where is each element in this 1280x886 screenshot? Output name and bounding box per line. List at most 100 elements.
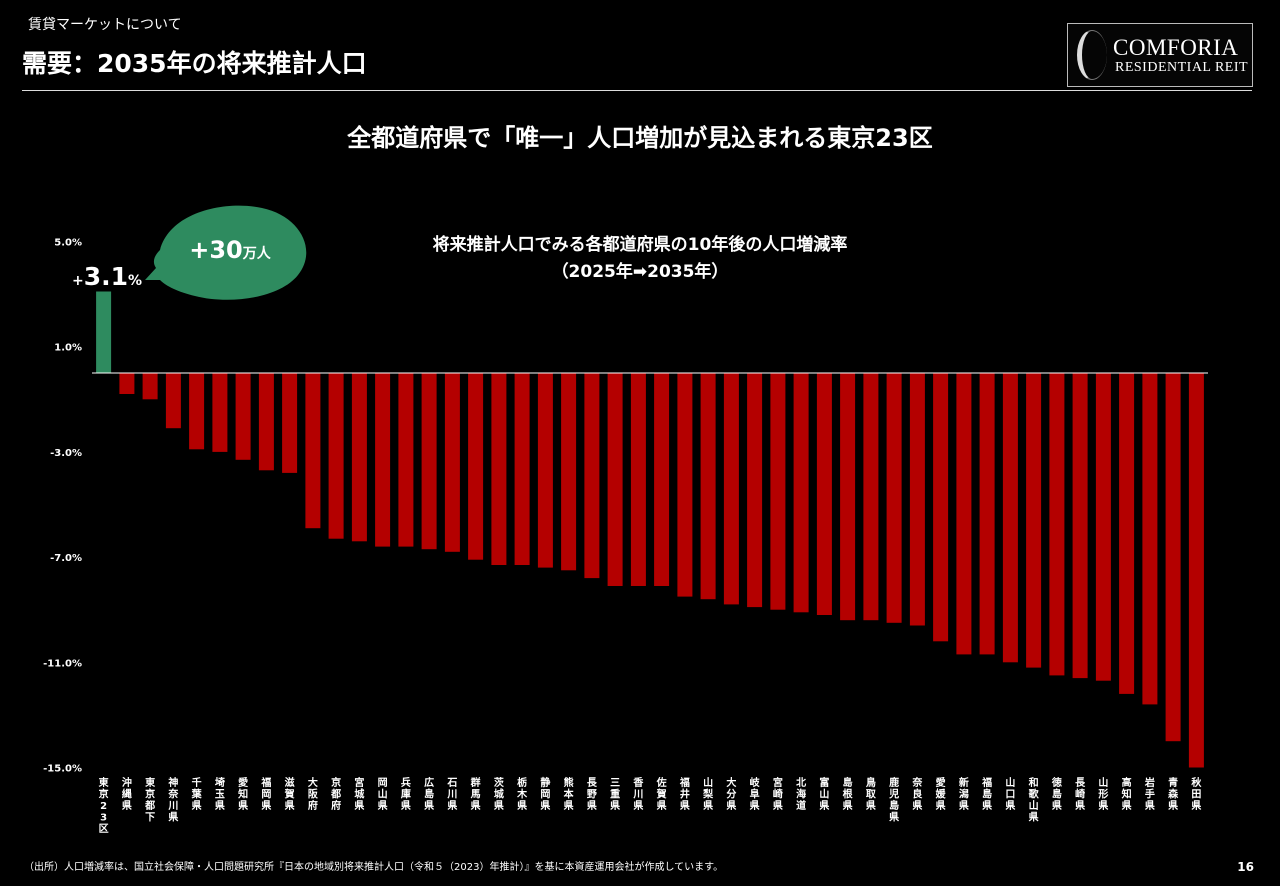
x-tick-label: 和歌山県 [1028, 776, 1040, 824]
bar [375, 373, 391, 547]
bar [700, 373, 716, 600]
x-tick-label: 岡山県 [378, 777, 388, 812]
bar [956, 373, 972, 655]
x-tick-label: 宮城県 [354, 776, 364, 812]
y-tick-label: 5.0% [54, 238, 82, 249]
bar [1188, 373, 1204, 768]
x-tick-label: 神奈川県 [167, 776, 179, 824]
logo-line1: COMFORIA [1113, 35, 1239, 60]
x-tick-label: 千葉県 [191, 776, 203, 812]
bar [119, 373, 135, 394]
logo-line2: RESIDENTIAL REIT [1115, 60, 1249, 75]
x-tick-label: 大阪府 [308, 776, 319, 812]
bar [886, 373, 902, 623]
x-tick-label: 栃木県 [516, 776, 528, 812]
x-tick-label: 大分県 [726, 776, 736, 812]
x-tick-label: 福井県 [679, 776, 690, 812]
x-tick-label: 島根県 [843, 776, 853, 812]
bar [142, 373, 158, 400]
x-tick-label: 兵庫県 [401, 776, 411, 812]
x-tick-label: 山形県 [1098, 776, 1108, 812]
x-tick-label: 広島県 [424, 776, 434, 812]
bar [328, 373, 344, 539]
bar [1142, 373, 1158, 705]
bar [816, 373, 832, 615]
x-tick-label: 群馬県 [471, 776, 481, 812]
bar [747, 373, 763, 608]
bar [491, 373, 507, 565]
bar [282, 373, 298, 473]
y-tick-label: -15.0% [43, 764, 82, 775]
logo-crescent-icon [1077, 30, 1107, 80]
callout-bubble-text: +30万人 [163, 236, 297, 264]
x-tick-label: 富山県 [819, 776, 829, 812]
x-tick-label: 長崎県 [1075, 777, 1086, 812]
section-label: 賃貸マーケットについて [28, 17, 182, 33]
x-tick-label: 静岡県 [540, 776, 550, 812]
x-tick-label: 三重県 [610, 777, 620, 812]
x-tick-label: 岐阜県 [750, 776, 760, 812]
bar [933, 373, 949, 642]
bar [351, 373, 367, 542]
bar [1119, 373, 1135, 694]
bar [165, 373, 181, 429]
bar [398, 373, 414, 547]
x-tick-label: 北海道 [796, 776, 806, 812]
x-tick-label: 茨城県 [494, 776, 504, 812]
x-tick-label: 福島県 [981, 776, 992, 812]
bar [444, 373, 460, 552]
x-tick-label: 秋田県 [1191, 776, 1202, 812]
source-note: （出所）人口増減率は、国立社会保障・人口問題研究所『日本の地域別将来推計人口（令… [24, 862, 724, 873]
page-number: 16 [1237, 860, 1254, 874]
x-tick-label: 香川県 [632, 776, 643, 812]
y-tick-label: -11.0% [43, 658, 82, 669]
x-tick-label: 佐賀県 [656, 776, 667, 812]
x-tick-label: 滋賀県 [284, 776, 295, 812]
bar [1049, 373, 1065, 676]
bar [514, 373, 530, 565]
bar [258, 373, 274, 471]
bar [561, 373, 577, 571]
bar [979, 373, 995, 655]
x-tick-label: 山口県 [1005, 776, 1015, 812]
x-tick-label: 鳥取県 [866, 776, 877, 812]
x-tick-label: 石川県 [446, 777, 457, 812]
x-tick-label: 青森県 [1167, 776, 1179, 812]
bar [421, 373, 437, 550]
bar [305, 373, 321, 529]
title-divider [22, 90, 1252, 91]
bar [584, 373, 600, 579]
x-tick-label: 奈良県 [911, 776, 923, 812]
chart-subtitle: （2025年➡2035年） [551, 262, 729, 282]
bar [909, 373, 925, 626]
bar [1026, 373, 1042, 668]
bar [235, 373, 251, 460]
x-tick-label: 埼玉県 [215, 776, 225, 812]
bar [770, 373, 786, 610]
chart-title: 将来推計人口でみる各都道府県の10年後の人口増減率 [432, 235, 848, 255]
highlight-suffix: % [128, 273, 143, 289]
bar [189, 373, 205, 450]
headline: 全都道府県で「唯一」人口増加が見込まれる東京23区 [347, 124, 933, 152]
x-tick-label: 愛知県 [237, 776, 248, 812]
bar [468, 373, 484, 560]
x-tick-label: 福岡県 [260, 776, 271, 812]
bubble-value: +30 [189, 236, 243, 264]
x-tick-label: 愛媛県 [935, 776, 947, 812]
bar [607, 373, 623, 586]
bar [1072, 373, 1088, 679]
highlight-prefix: + [72, 273, 84, 289]
x-tick-label: 長野県 [587, 777, 598, 812]
bar [212, 373, 228, 452]
x-tick-label: 宮崎県 [773, 776, 783, 812]
bar [840, 373, 856, 621]
bar [654, 373, 670, 586]
y-tick-label: 1.0% [54, 343, 82, 354]
page-title: 需要：2035年の将来推計人口 [22, 49, 367, 78]
bar [793, 373, 809, 613]
x-tick-label: 東京都下 [144, 776, 155, 824]
bar [863, 373, 879, 621]
x-tick-label: 熊本県 [564, 776, 575, 812]
bar [723, 373, 739, 605]
